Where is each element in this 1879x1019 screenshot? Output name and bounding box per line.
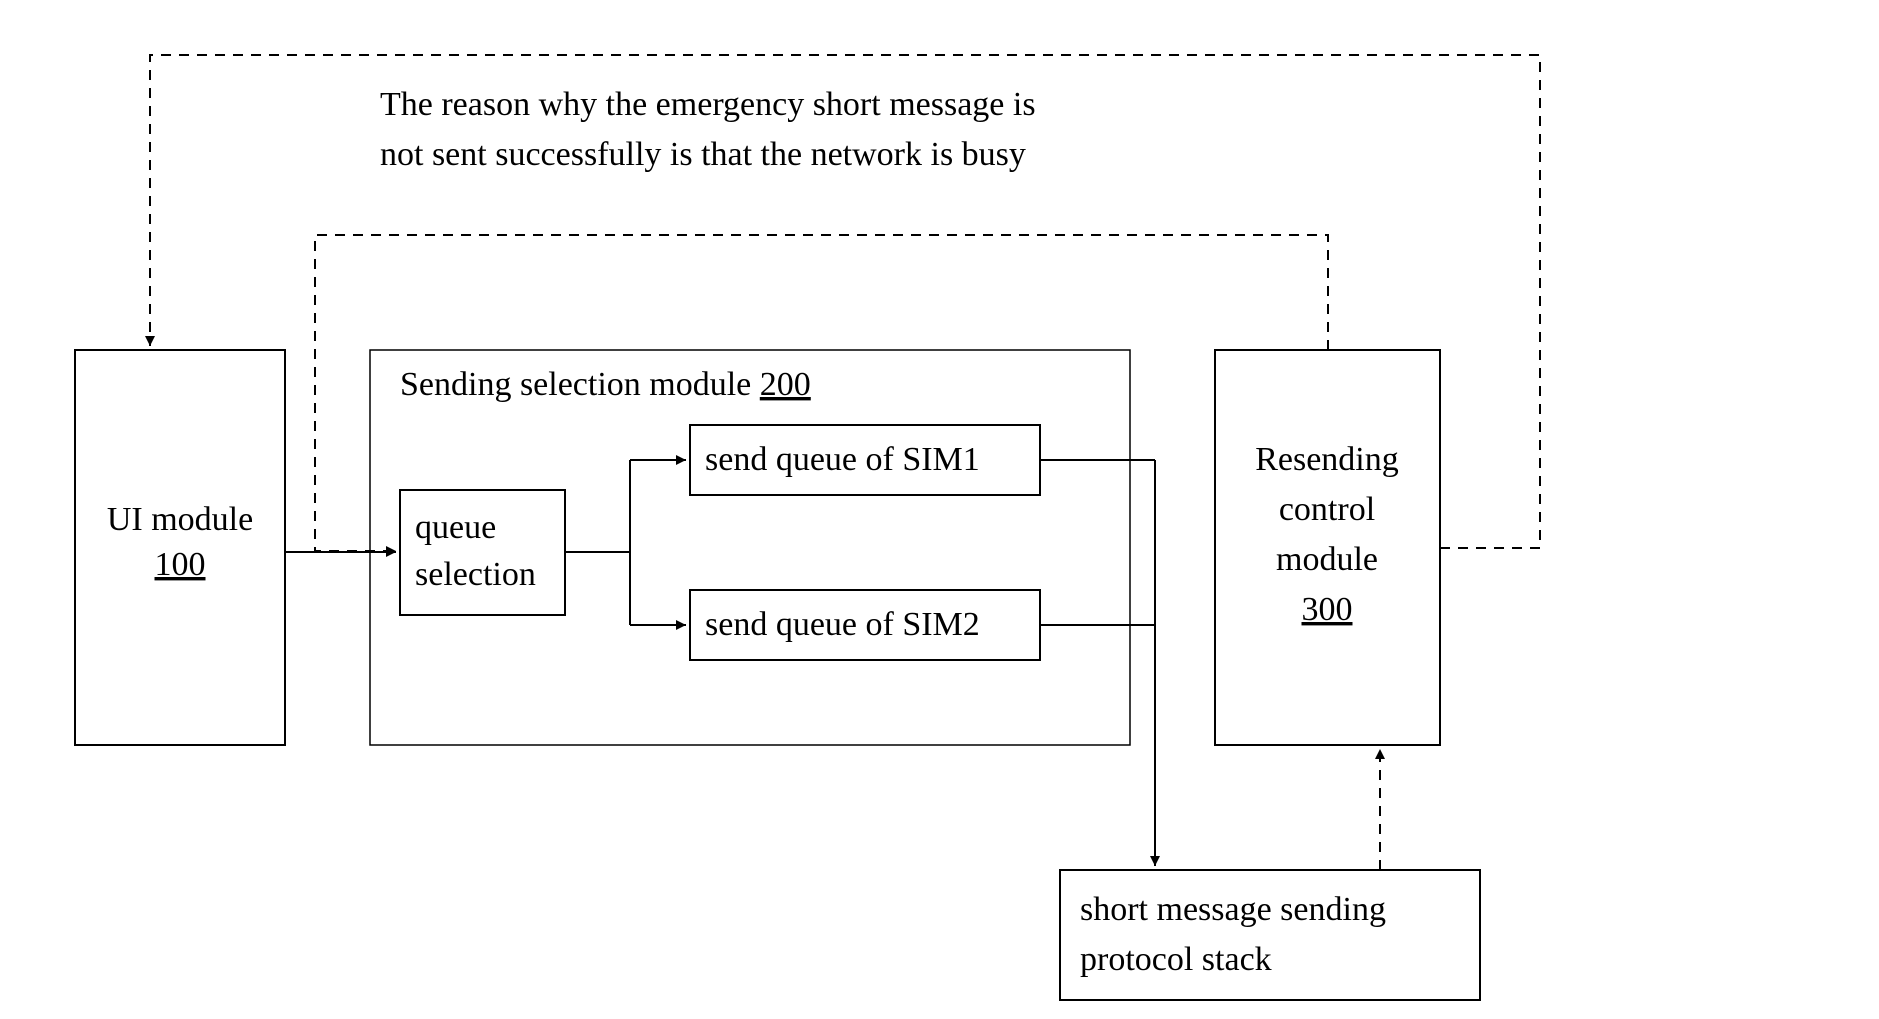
resending-line2: control <box>1279 491 1375 528</box>
resending-line3: module <box>1276 541 1378 578</box>
flowchart: The reason why the emergency short messa… <box>0 0 1879 1019</box>
protocol-stack-box <box>1060 870 1480 1000</box>
sim2-label: send queue of SIM2 <box>705 606 980 643</box>
ui-module-ref: 100 <box>155 546 206 583</box>
protocol-stack-line2: protocol stack <box>1080 941 1272 978</box>
annotation-line2: not sent successfully is that the networ… <box>380 136 1026 173</box>
ui-module-label: UI module <box>107 501 253 538</box>
sim1-label: send queue of SIM1 <box>705 441 980 478</box>
queue-selection-line2: selection <box>415 556 536 593</box>
protocol-stack-line1: short message sending <box>1080 891 1386 928</box>
annotation-line1: The reason why the emergency short messa… <box>380 86 1036 123</box>
queue-selection-line1: queue <box>415 509 496 546</box>
sending-selection-label: Sending selection module 200 <box>400 366 811 403</box>
resending-line1: Resending <box>1255 441 1399 478</box>
resending-ref: 300 <box>1302 591 1353 628</box>
